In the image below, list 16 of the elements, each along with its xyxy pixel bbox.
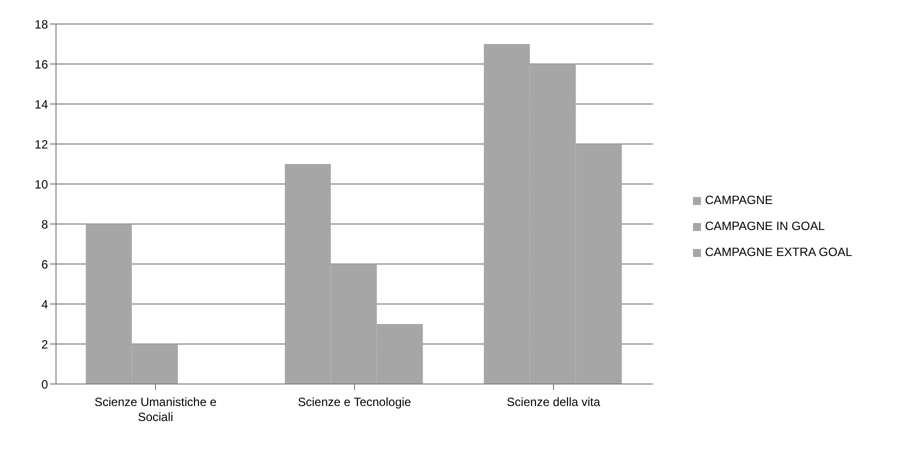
y-tick-label: 18: [34, 17, 48, 32]
y-tick-label: 16: [34, 57, 48, 72]
x-tick-label: Scienze Umanistiche e Sociali: [94, 395, 217, 424]
y-tick-label: 0: [41, 377, 48, 392]
x-tick-label: Scienze e Tecnologie: [298, 395, 412, 409]
x-tick-label: Scienze della vita: [506, 395, 601, 409]
y-tick-label: 14: [34, 97, 48, 112]
y-tick-label: 6: [41, 257, 48, 272]
legend-label: CAMPAGNE EXTRA GOAL: [705, 245, 852, 259]
y-tick-label: 10: [34, 177, 48, 192]
legend-label: CAMPAGNE IN GOAL: [705, 219, 825, 233]
legend-label: CAMPAGNE: [705, 193, 773, 207]
y-tick-label: 8: [41, 217, 48, 232]
y-tick-label: 2: [41, 337, 48, 352]
y-tick-label: 4: [41, 297, 48, 312]
y-tick-label: 12: [34, 137, 48, 152]
